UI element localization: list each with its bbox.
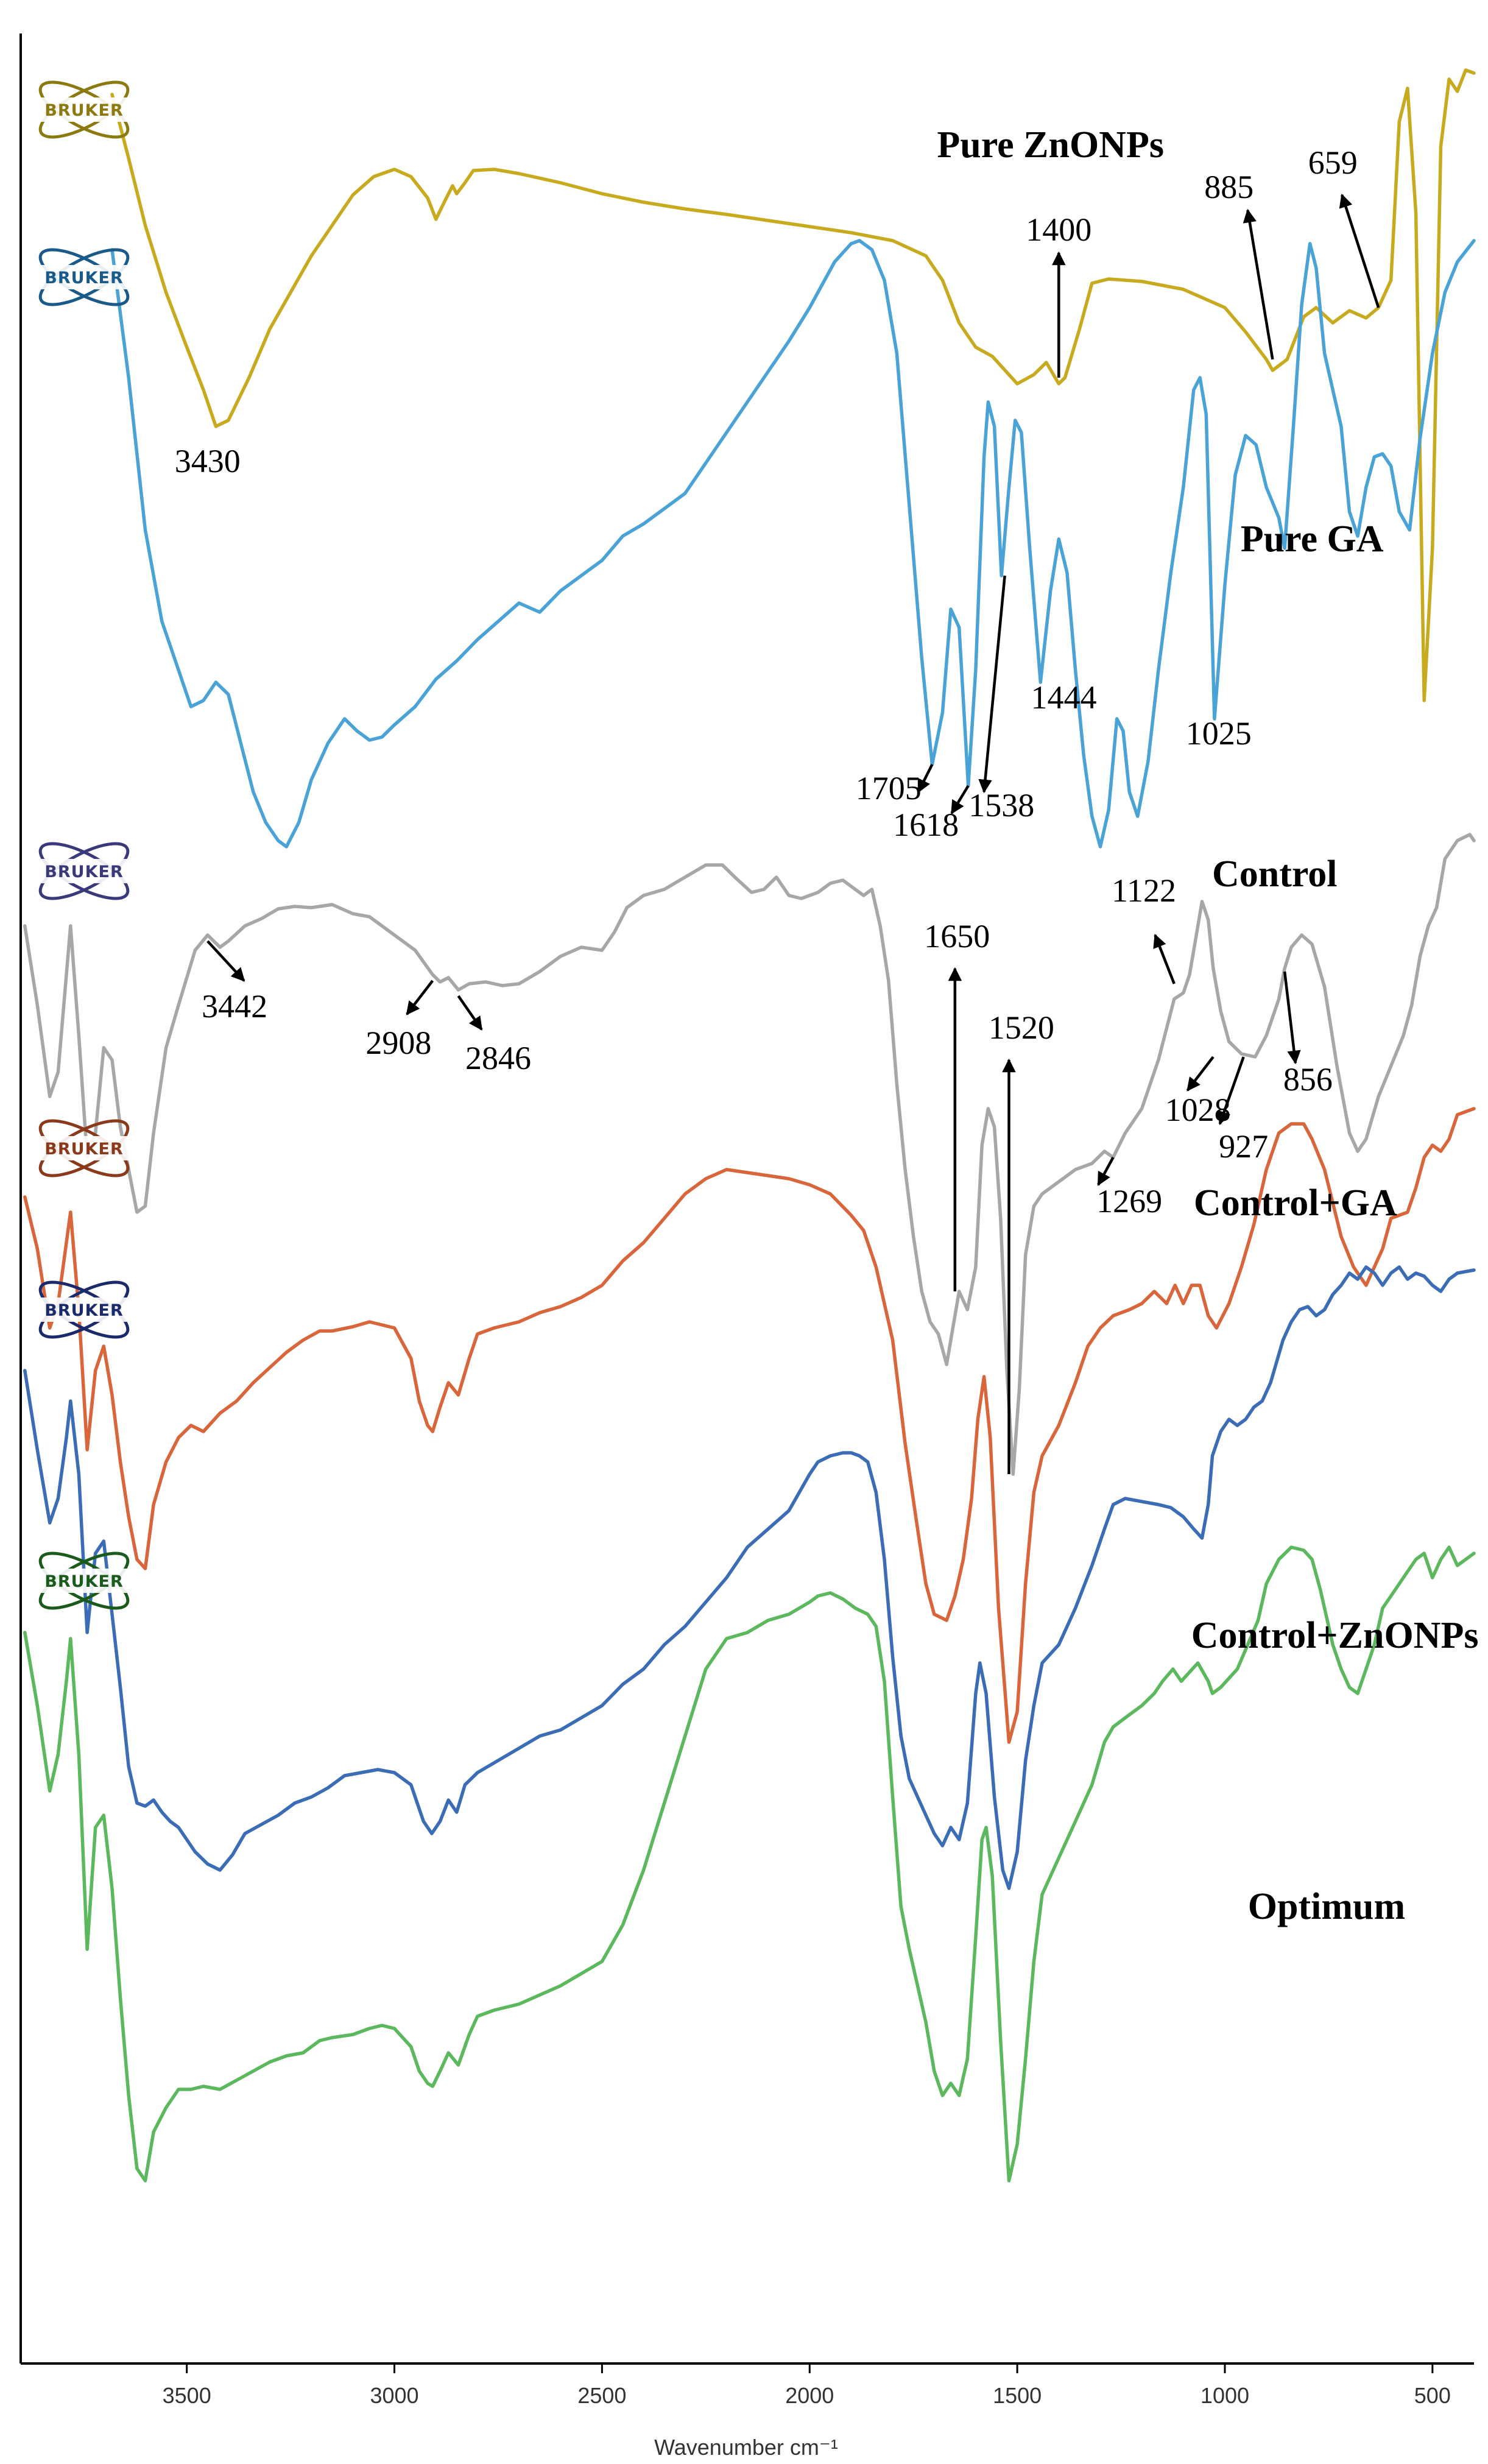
series-line-0 bbox=[110, 68, 1476, 702]
logo-band bbox=[38, 1136, 130, 1160]
peak-arrow bbox=[917, 763, 934, 794]
x-tick-label: 2000 bbox=[785, 2383, 834, 2408]
series-line-4 bbox=[23, 1265, 1476, 1890]
logo-text: BRUKER bbox=[44, 1140, 123, 1159]
peak-label: 1618 bbox=[893, 807, 959, 843]
peak-label: 3442 bbox=[202, 988, 267, 1025]
peak-label: 1400 bbox=[1026, 211, 1091, 248]
series-label-3: Control+GA bbox=[1194, 1182, 1397, 1224]
logo-text: BRUKER bbox=[44, 269, 123, 288]
peak-arrow bbox=[1217, 1056, 1245, 1126]
bruker-logo-1: BRUKER bbox=[38, 248, 130, 306]
peak-arrow bbox=[1097, 1156, 1115, 1186]
peak-label: 1650 bbox=[924, 918, 990, 955]
bruker-logo-0: BRUKER bbox=[38, 80, 130, 139]
logo-band bbox=[38, 1297, 130, 1322]
logo-orbit bbox=[38, 1119, 130, 1177]
peak-arrow bbox=[1186, 1056, 1215, 1092]
bruker-logo-3: BRUKER bbox=[38, 1119, 130, 1177]
peak-label: 659 bbox=[1308, 144, 1358, 181]
series-line-2 bbox=[23, 833, 1476, 1476]
peak-label: 927 bbox=[1219, 1128, 1268, 1165]
peak-label: 1025 bbox=[1186, 715, 1252, 752]
peak-label: 1122 bbox=[1112, 872, 1176, 909]
series-line-3 bbox=[23, 1107, 1476, 1744]
peak-arrow bbox=[950, 785, 970, 814]
peak-arrow bbox=[1243, 208, 1274, 360]
x-tick-label: 3500 bbox=[163, 2383, 211, 2408]
bruker-logo-4: BRUKER bbox=[38, 1280, 130, 1339]
curve-labels: Pure ZnONPs Pure GA Control Control+GA Contr… bbox=[937, 124, 1478, 1927]
x-tick-label: 2500 bbox=[577, 2383, 626, 2408]
peak-arrow bbox=[1283, 971, 1301, 1065]
peak-arrow bbox=[457, 995, 483, 1031]
logo-band bbox=[38, 859, 130, 883]
logo-orbit bbox=[38, 1280, 130, 1339]
logo-text: BRUKER bbox=[44, 1301, 123, 1320]
peak-label: 1520 bbox=[989, 1009, 1054, 1046]
series-label-2: Control bbox=[1212, 853, 1338, 895]
spectra-series bbox=[23, 68, 1476, 2183]
logo-band bbox=[38, 265, 130, 289]
peak-label: 3430 bbox=[175, 443, 241, 479]
logo-orbit bbox=[38, 80, 130, 139]
peak-arrow bbox=[206, 940, 245, 982]
x-tick-label: 500 bbox=[1414, 2383, 1451, 2408]
peak-label: 856 bbox=[1283, 1061, 1333, 1098]
series-label-4: Control+ZnONPs bbox=[1191, 1615, 1479, 1656]
logo-text: BRUKER bbox=[44, 101, 123, 120]
logo-text: BRUKER bbox=[44, 863, 123, 881]
series-label-5: Optimum bbox=[1248, 1886, 1405, 1927]
logo-orbit bbox=[38, 248, 130, 306]
peak-arrow bbox=[406, 980, 434, 1015]
logo-orbit bbox=[38, 1551, 130, 1610]
x-axis-label: Wavenumber cm⁻¹ bbox=[654, 2435, 838, 2460]
peak-label: 1538 bbox=[968, 787, 1034, 824]
peak-label: 2908 bbox=[365, 1025, 431, 1061]
series-label-1: Pure GA bbox=[1241, 518, 1384, 560]
logo-orbit bbox=[38, 80, 130, 139]
series-label-0: Pure ZnONPs bbox=[937, 124, 1164, 166]
x-tick-label: 1000 bbox=[1201, 2383, 1249, 2408]
logo-text: BRUKER bbox=[44, 1572, 123, 1591]
logo-band bbox=[38, 1569, 130, 1593]
series-line-1 bbox=[110, 239, 1476, 849]
peak-label: 1705 bbox=[856, 770, 922, 807]
peak-label: 1269 bbox=[1096, 1183, 1162, 1220]
logo-orbit bbox=[38, 1551, 130, 1610]
bruker-logo-2: BRUKER bbox=[38, 842, 130, 900]
peak-arrow bbox=[1153, 933, 1176, 984]
x-tick-label: 3000 bbox=[370, 2383, 418, 2408]
x-tick-label: 1500 bbox=[993, 2383, 1042, 2408]
logo-band bbox=[38, 97, 130, 122]
peak-label: 885 bbox=[1204, 169, 1254, 205]
peak-label: 1444 bbox=[1031, 679, 1096, 716]
logo-orbit bbox=[38, 248, 130, 306]
peak-arrow bbox=[978, 575, 1006, 794]
x-ticks: 3500 3000 2500 2000 1500 1000 500 bbox=[163, 2363, 1451, 2408]
peak-arrow bbox=[1339, 193, 1380, 308]
logo-orbit bbox=[38, 842, 130, 900]
logo-orbit bbox=[38, 842, 130, 900]
bruker-logos: BRUKER BRUKER BRUKER BRUKER BRUKER BRUKER bbox=[38, 80, 130, 1610]
logo-orbit bbox=[38, 1280, 130, 1339]
x-axis: 3500 3000 2500 2000 1500 1000 500 Wavenumber c… bbox=[19, 34, 1474, 2460]
peak-label: 2846 bbox=[465, 1040, 531, 1076]
series-line-5 bbox=[23, 1545, 1476, 2183]
bruker-logo-5: BRUKER bbox=[38, 1551, 130, 1610]
logo-orbit bbox=[38, 1119, 130, 1177]
